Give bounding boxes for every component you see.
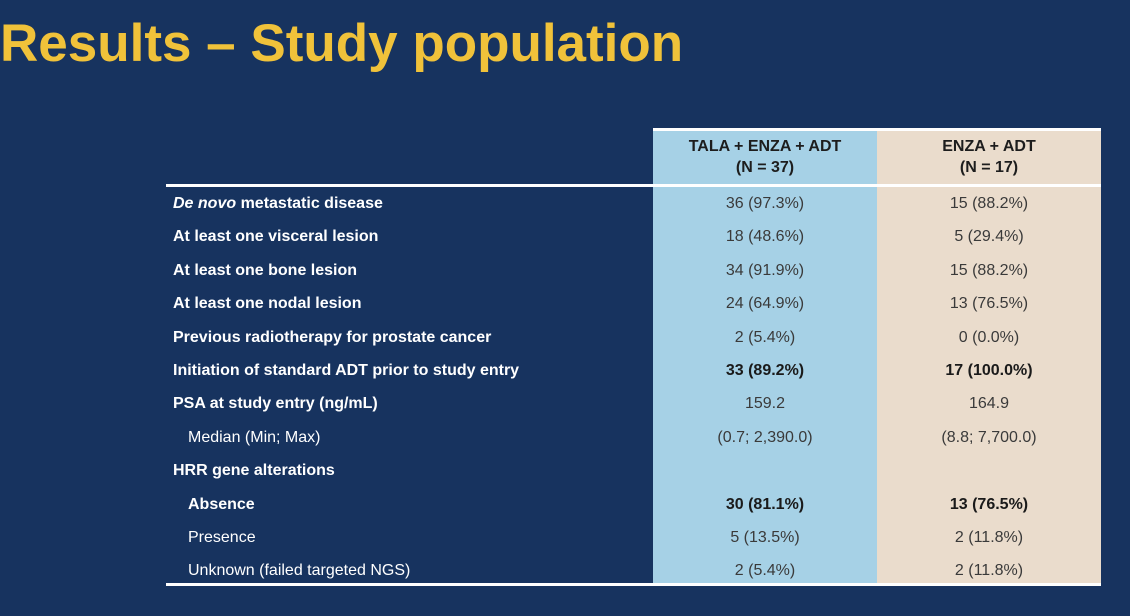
table-row: Absence 30 (81.1%) 13 (76.5%) xyxy=(166,488,1101,521)
table-row: At least one visceral lesion 18 (48.6%) … xyxy=(166,220,1101,253)
table-row: At least one bone lesion 34 (91.9%) 15 (… xyxy=(166,254,1101,287)
column-header-tala-n: (N = 37) xyxy=(735,159,795,176)
row-label: Absence xyxy=(188,495,255,513)
enza-value: 0 (0.0%) xyxy=(958,328,1020,346)
enza-value: 164.9 xyxy=(968,395,1010,413)
row-label: At least one visceral lesion xyxy=(173,228,379,246)
tala-value: 36 (97.3%) xyxy=(725,195,805,212)
enza-value: 5 (29.4%) xyxy=(954,228,1024,246)
row-label-italic: De novo xyxy=(173,195,237,212)
enza-value: 15 (88.2%) xyxy=(949,195,1029,212)
row-label: Initiation of standard ADT prior to stud… xyxy=(173,361,520,379)
table-row: At least one nodal lesion 24 (64.9%) 13 … xyxy=(166,287,1101,320)
column-header-tala: TALA + ENZA + ADT (N = 37) xyxy=(653,136,877,178)
column-header-enza: ENZA + ADT (N = 17) xyxy=(877,136,1101,178)
enza-value: 2 (11.8%) xyxy=(954,528,1024,546)
row-label-text: metastatic disease xyxy=(236,195,383,212)
enza-column-background xyxy=(877,128,1101,586)
table-row: De novo metastatic disease 36 (97.3%) 15… xyxy=(166,187,1101,220)
tala-value: 2 (5.4%) xyxy=(734,562,796,580)
table-row: Previous radiotherapy for prostate cance… xyxy=(166,321,1101,354)
table-header-rule xyxy=(166,184,1101,187)
row-label: Median (Min; Max) xyxy=(188,428,321,446)
enza-value: 17 (100.0%) xyxy=(945,361,1033,379)
table-row: HRR gene alterations xyxy=(166,454,1101,487)
tala-value: (0.7; 2,390.0) xyxy=(717,428,813,446)
enza-value: 15 (88.2%) xyxy=(949,261,1029,279)
row-label: HRR gene alterations xyxy=(173,462,335,480)
tala-column-background xyxy=(653,128,877,586)
enza-value: 13 (76.5%) xyxy=(949,495,1029,513)
row-label: PSA at study entry (ng/mL) xyxy=(173,395,378,413)
row-label: De novo metastatic disease xyxy=(173,187,383,220)
column-header-tala-arm: TALA + ENZA + ADT xyxy=(688,138,842,155)
table-row: Initiation of standard ADT prior to stud… xyxy=(166,354,1101,387)
row-label: At least one nodal lesion xyxy=(173,295,362,313)
column-header-enza-arm: ENZA + ADT xyxy=(942,138,1036,155)
tala-value: 159.2 xyxy=(744,395,786,413)
tala-value: 30 (81.1%) xyxy=(725,495,805,513)
enza-value: (8.8; 7,700.0) xyxy=(941,428,1037,446)
table-bottom-rule xyxy=(166,583,1101,586)
row-label: At least one bone lesion xyxy=(173,261,358,279)
tala-value: 18 (48.6%) xyxy=(725,228,805,246)
slide-title: Results – Study population xyxy=(0,14,684,73)
tala-value: 34 (91.9%) xyxy=(725,261,805,279)
table-row: Median (Min; Max) (0.7; 2,390.0) (8.8; 7… xyxy=(166,421,1101,454)
column-header-enza-n: (N = 17) xyxy=(959,159,1019,176)
tala-value: 24 (64.9%) xyxy=(725,295,805,313)
table-row: Presence 5 (13.5%) 2 (11.8%) xyxy=(166,521,1101,554)
table-body: De novo metastatic disease 36 (97.3%) 15… xyxy=(166,187,1101,588)
tala-value: 2 (5.4%) xyxy=(734,328,796,346)
table-row: Unknown (failed targeted NGS) 2 (5.4%) 2… xyxy=(166,554,1101,587)
enza-value: 13 (76.5%) xyxy=(949,295,1029,313)
enza-value: 2 (11.8%) xyxy=(954,562,1024,580)
table-top-rule xyxy=(653,128,1101,131)
tala-value: 33 (89.2%) xyxy=(725,361,805,379)
row-label: Unknown (failed targeted NGS) xyxy=(188,562,411,580)
study-population-table: TALA + ENZA + ADT (N = 37) ENZA + ADT (N… xyxy=(166,128,1101,586)
tala-value: 5 (13.5%) xyxy=(730,528,800,546)
row-label: Presence xyxy=(188,528,256,546)
row-label: Previous radiotherapy for prostate cance… xyxy=(173,328,492,346)
table-row: PSA at study entry (ng/mL) 159.2 164.9 xyxy=(166,387,1101,420)
